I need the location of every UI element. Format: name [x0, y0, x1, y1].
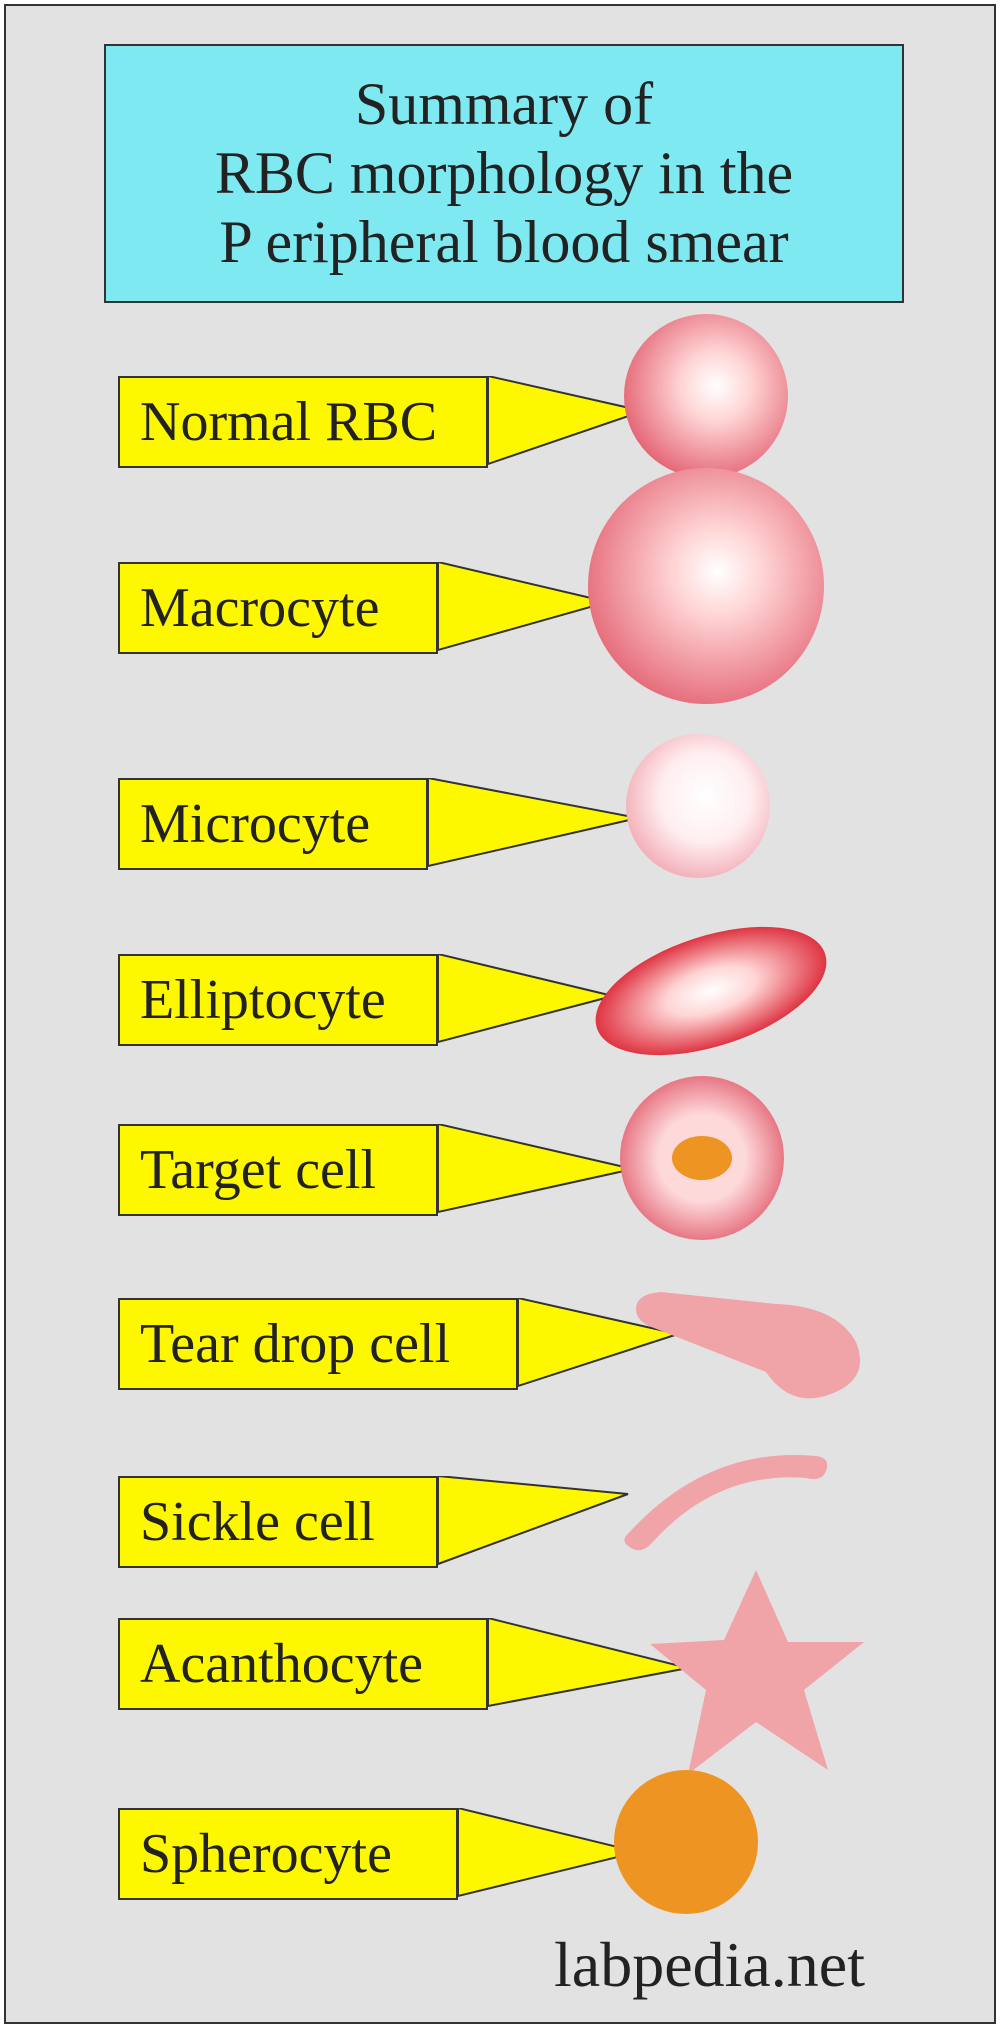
- cell-teardrop: [626, 1254, 886, 1414]
- label-elliptocyte: Elliptocyte: [118, 954, 438, 1046]
- label-macrocyte: Macrocyte: [118, 562, 438, 654]
- label-sickle: Sickle cell: [118, 1476, 438, 1568]
- label-normal-rbc: Normal RBC: [118, 376, 488, 468]
- label-acanthocyte: Acanthocyte: [118, 1618, 488, 1710]
- main-frame: Summary of RBC morphology in the P eriph…: [4, 4, 996, 2024]
- label-spherocyte: Spherocyte: [118, 1808, 458, 1900]
- title-box: Summary of RBC morphology in the P eriph…: [104, 44, 904, 303]
- cell-acanthocyte: [646, 1562, 866, 1782]
- title-line-2: RBC morphology in the: [126, 139, 882, 208]
- cell-target: [620, 1076, 784, 1240]
- cell-microcyte: [626, 734, 770, 878]
- pointer-target-cell: [438, 1124, 648, 1214]
- cell-sickle: [606, 1436, 846, 1556]
- title-line-3: P eripheral blood smear: [126, 208, 882, 277]
- label-tear-drop: Tear drop cell: [118, 1298, 518, 1390]
- pointer-microcyte: [428, 778, 648, 868]
- attribution: labpedia.net: [554, 1928, 865, 2002]
- cell-spherocyte: [614, 1770, 758, 1914]
- title-line-1: Summary of: [126, 70, 882, 139]
- cell-macrocyte: [588, 468, 824, 704]
- cell-elliptocyte: [581, 901, 841, 1081]
- label-target-cell: Target cell: [118, 1124, 438, 1216]
- cell-normal-rbc: [624, 314, 788, 478]
- label-microcyte: Microcyte: [118, 778, 428, 870]
